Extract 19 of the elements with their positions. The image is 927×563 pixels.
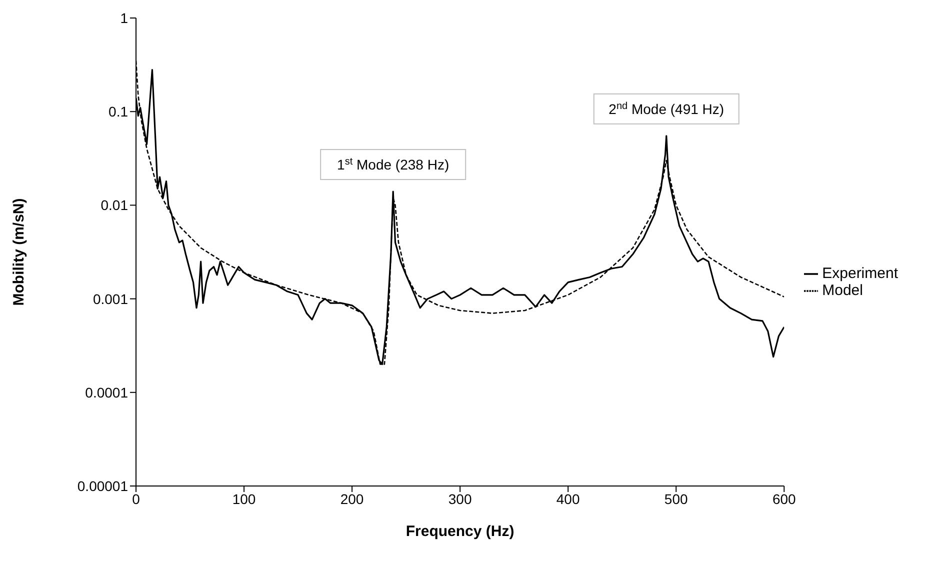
x-tick-label: 200 — [340, 490, 364, 507]
x-tick-label: 100 — [232, 490, 256, 507]
legend-label: Experiment — [822, 265, 898, 282]
y-tick-label: 0.00001 — [77, 478, 128, 494]
x-tick-label: 400 — [556, 490, 580, 507]
y-tick-label: 0.001 — [92, 290, 128, 307]
x-tick-label: 300 — [448, 490, 472, 507]
annotation: 2$^{nd}$ Mode (491 Hz) — [608, 100, 724, 117]
legend-label: Model — [822, 282, 863, 299]
x-tick-label: 0 — [132, 490, 140, 507]
y-tick-label: 1 — [120, 10, 128, 26]
y-tick-label: 0.1 — [108, 104, 128, 120]
y-tick-label: 0.01 — [100, 197, 128, 214]
y-tick-label: 0.0001 — [85, 384, 128, 400]
annotation: 1$^{st}$ Mode (238 Hz) — [337, 156, 450, 173]
x-tick-label: 500 — [664, 490, 688, 507]
x-axis-title: Frequency (Hz) — [406, 523, 514, 540]
y-axis-title: Mobility (m/sN) — [10, 198, 28, 306]
x-tick-label: 600 — [772, 490, 796, 507]
